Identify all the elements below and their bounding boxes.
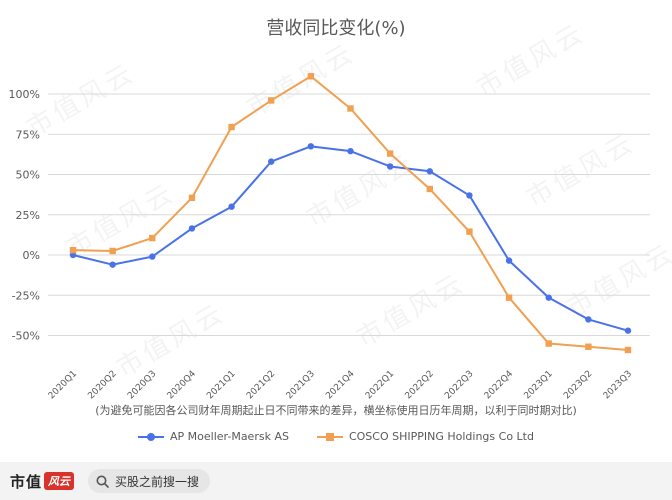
data-point [426, 185, 433, 193]
data-point [466, 192, 473, 199]
data-point [347, 105, 354, 112]
data-point [624, 327, 632, 334]
series-line-cosco [72, 75, 629, 351]
data-point [149, 253, 156, 260]
gridlines [48, 93, 650, 336]
y-tick-label: 100% [9, 88, 40, 101]
data-point [505, 257, 513, 264]
search-box[interactable]: 买股之前搜一搜 [88, 469, 211, 493]
x-tick-label: 2023Q2 [562, 369, 594, 400]
line-chart: 100%75%50%25%0%-25%-50% 2020Q1 2020Q2 2020… [9, 73, 650, 400]
data-point [545, 340, 552, 347]
data-point [585, 316, 592, 323]
legend-label-maersk: AP Moeller-Maersk AS [170, 430, 289, 443]
x-tick-label: 2023Q1 [523, 369, 555, 400]
data-point [228, 203, 235, 210]
legend-item-cosco[interactable]: COSCO SHIPPING Holdings Co Ltd [316, 430, 534, 443]
legend-swatch-maersk [138, 432, 165, 442]
x-tick-label: 2020Q3 [126, 369, 158, 400]
chart-footnote: (为避免可能因各公司财年周期起止日不同带来的差异，横坐标使用日历年周期，以利于同… [95, 404, 577, 417]
y-tick-label: -50% [12, 330, 40, 343]
y-tick-label: 0% [23, 249, 40, 262]
y-tick-label: 50% [16, 169, 40, 182]
data-point [188, 225, 196, 232]
x-tick-label: 2021Q4 [324, 369, 357, 400]
data-point [466, 228, 473, 235]
x-axis-ticks: 2020Q1 2020Q2 2020Q3 2020Q4 2021Q1 2021Q2 2021… [47, 369, 634, 400]
x-tick-label: 2020Q4 [166, 369, 199, 400]
brand-logo[interactable]: 市值 风云 [10, 471, 75, 492]
search-placeholder: 买股之前搜一搜 [115, 474, 200, 489]
legend-swatch-cosco [316, 432, 343, 442]
x-tick-label: 2020Q2 [86, 369, 118, 400]
data-point [268, 158, 275, 165]
data-point [109, 261, 116, 268]
data-point [228, 123, 235, 131]
x-tick-label: 2022Q4 [483, 369, 516, 400]
logo-text: 市值 [10, 472, 43, 491]
data-point [69, 251, 77, 259]
x-tick-label: 2021Q3 [285, 369, 317, 400]
x-tick-label: 2022Q3 [443, 369, 475, 400]
data-point [386, 150, 394, 157]
data-point [585, 343, 592, 350]
bottom-bar: 市值 风云 买股之前搜一搜 [0, 462, 672, 500]
data-point [69, 246, 77, 254]
x-tick-label: 2020Q1 [47, 369, 79, 400]
x-tick-label: 2021Q1 [205, 369, 237, 400]
logo-mark: 风云 [44, 472, 75, 490]
x-tick-label: 2022Q1 [364, 369, 396, 400]
series-lines [69, 73, 632, 354]
data-point [188, 194, 196, 202]
data-point [307, 143, 315, 150]
x-tick-label: 2023Q3 [602, 369, 634, 400]
y-tick-label: -25% [12, 289, 40, 302]
y-tick-label: 25% [16, 209, 40, 222]
y-axis-ticks: 100% 75% 50% 25% 0% -25% -50% [9, 88, 40, 343]
data-point [386, 163, 394, 170]
legend-label-cosco: COSCO SHIPPING Holdings Co Ltd [348, 430, 534, 443]
legend-item-maersk[interactable]: AP Moeller-Maersk AS [138, 430, 289, 443]
data-point [505, 294, 513, 301]
data-point [347, 147, 354, 155]
data-point [624, 346, 632, 354]
data-point [426, 168, 433, 175]
data-point [268, 97, 275, 104]
data-point [307, 73, 315, 80]
series-line-maersk [72, 145, 629, 332]
y-tick-label: 75% [16, 128, 40, 141]
data-point [109, 247, 116, 255]
chart-title: 营收同比变化(%) [266, 18, 406, 39]
x-tick-label: 2021Q2 [245, 369, 277, 400]
x-tick-label: 2022Q2 [404, 369, 436, 400]
data-point [149, 234, 156, 242]
search-icon [96, 475, 109, 488]
chart-legend: AP Moeller-Maersk AS COSCO SHIPPING Hold… [0, 430, 672, 443]
data-point [545, 294, 552, 301]
